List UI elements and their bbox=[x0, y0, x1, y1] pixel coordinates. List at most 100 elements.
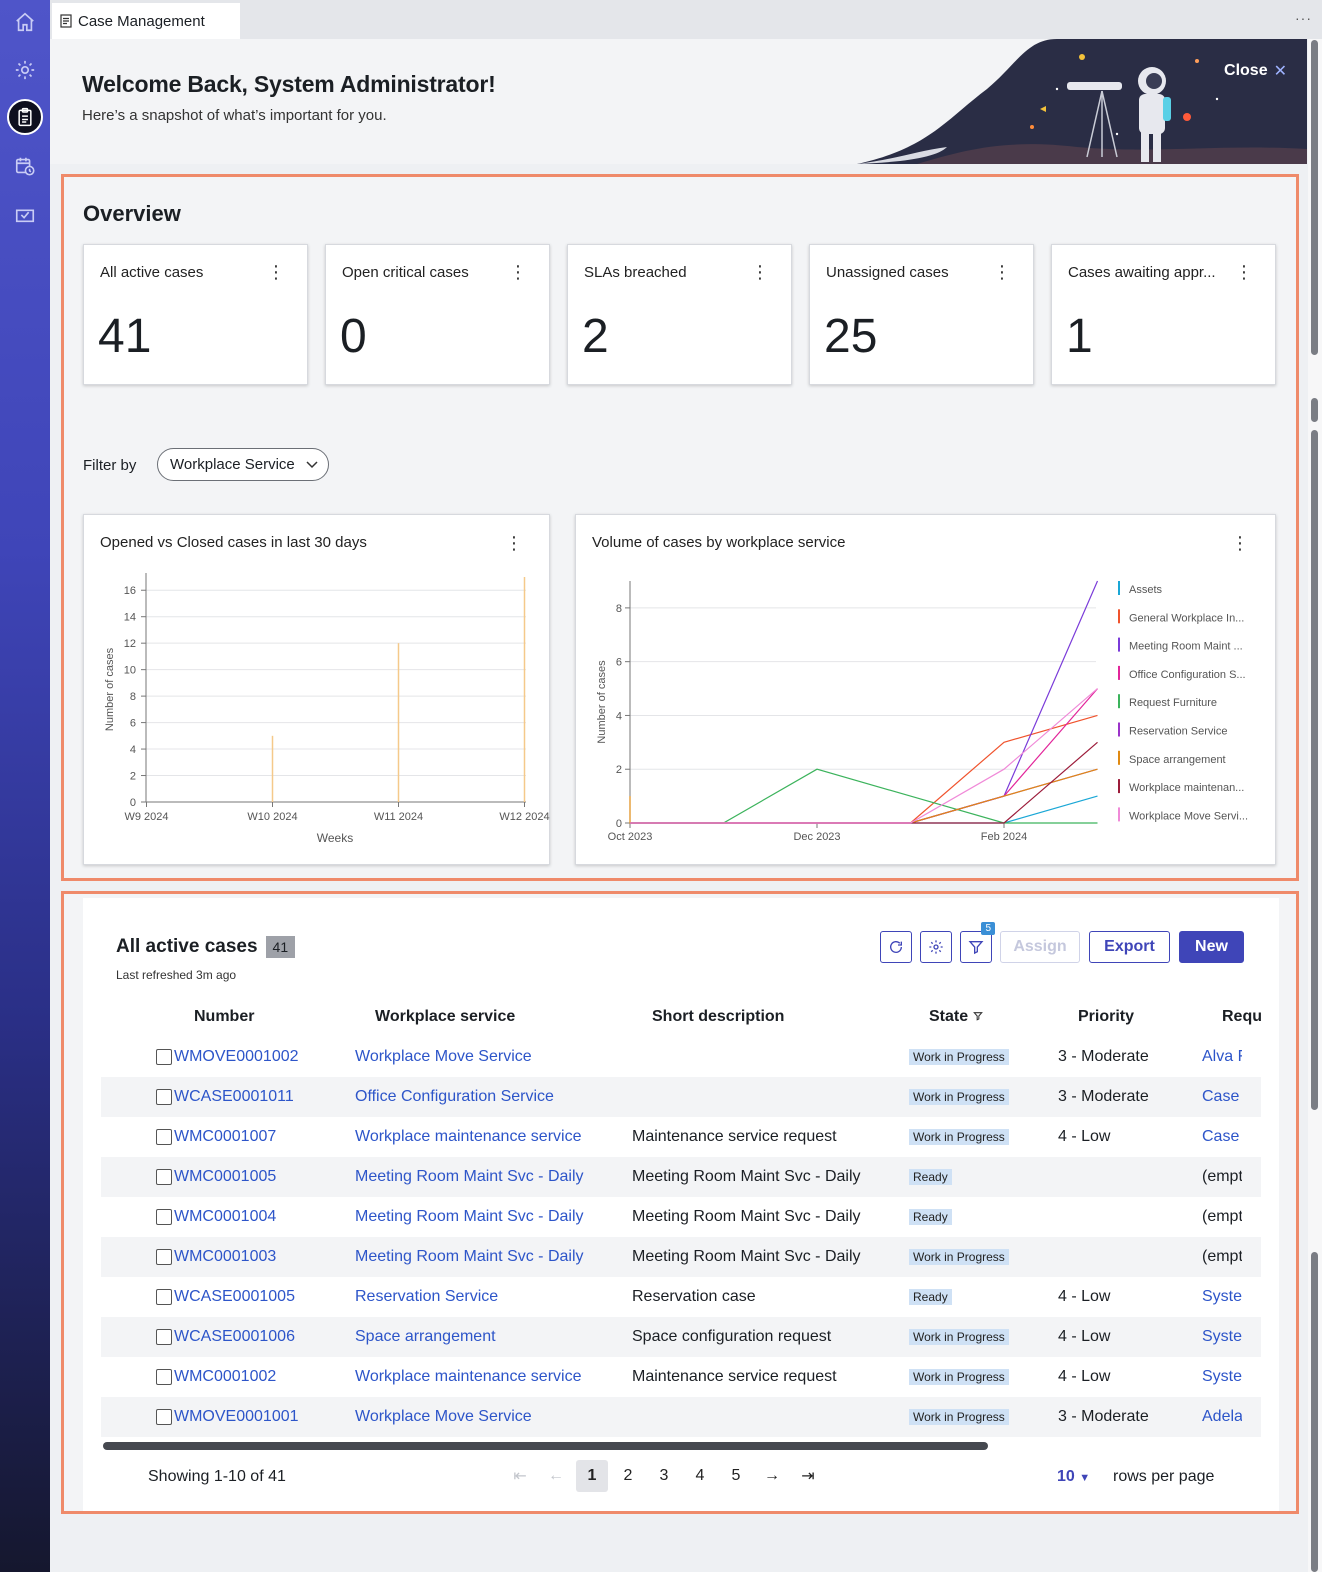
chart-title: Volume of cases by workplace service bbox=[592, 534, 846, 551]
last-page-icon[interactable]: ⇥ bbox=[801, 1468, 815, 1485]
col-number[interactable]: Number bbox=[194, 1008, 255, 1025]
row-checkbox[interactable] bbox=[156, 1409, 172, 1425]
row-checkbox[interactable] bbox=[156, 1289, 172, 1305]
row-checkbox[interactable] bbox=[156, 1329, 172, 1345]
page-scrollbar-thumb[interactable] bbox=[1311, 1252, 1318, 1572]
kpi-card-all-active[interactable]: All active cases ⋮ 41 bbox=[83, 244, 308, 385]
workplace-service-link[interactable]: Meeting Room Maint Svc - Daily bbox=[355, 1248, 584, 1265]
horizontal-scrollbar[interactable] bbox=[103, 1442, 988, 1450]
case-number-link[interactable]: WMC0001007 bbox=[174, 1128, 277, 1145]
table-row[interactable]: WMC0001005 Meeting Room Maint Svc - Daily… bbox=[101, 1157, 1261, 1197]
case-number-link[interactable]: WMC0001005 bbox=[174, 1168, 277, 1185]
first-page-icon[interactable]: ⇤ bbox=[513, 1468, 527, 1485]
col-requester[interactable]: Requ bbox=[1222, 1008, 1262, 1025]
kpi-label: All active cases bbox=[100, 264, 204, 281]
table-row[interactable]: WCASE0001011 Office Configuration Service… bbox=[101, 1077, 1261, 1117]
workplace-service-link[interactable]: Workplace maintenance service bbox=[355, 1128, 582, 1145]
page-scrollbar-thumb[interactable] bbox=[1311, 40, 1318, 355]
table-row[interactable]: WCASE0001005 Reservation Service Reservati… bbox=[101, 1277, 1261, 1317]
new-button[interactable]: New bbox=[1179, 931, 1244, 963]
table-row[interactable]: WMC0001002 Workplace maintenance service M… bbox=[101, 1357, 1261, 1397]
requester[interactable]: Syster bbox=[1202, 1288, 1242, 1305]
table-row[interactable]: WMOVE0001001 Workplace Move Service Work i… bbox=[101, 1397, 1261, 1437]
requester[interactable]: Case I bbox=[1202, 1088, 1242, 1105]
kpi-card-unassigned[interactable]: Unassigned cases ⋮ 25 bbox=[809, 244, 1034, 385]
kebab-menu-icon[interactable]: ⋮ bbox=[1231, 533, 1249, 553]
workplace-service-link[interactable]: Workplace Move Service bbox=[355, 1408, 532, 1425]
settings-button[interactable] bbox=[920, 931, 952, 963]
kebab-menu-icon[interactable]: ⋮ bbox=[267, 262, 285, 282]
chart-title: Opened vs Closed cases in last 30 days bbox=[100, 534, 367, 551]
export-button[interactable]: Export bbox=[1089, 931, 1170, 963]
page-button-5[interactable]: 5 bbox=[731, 1467, 741, 1484]
kebab-menu-icon[interactable]: ⋮ bbox=[1235, 262, 1253, 282]
case-number-link[interactable]: WCASE0001011 bbox=[174, 1088, 294, 1105]
calendar-clock-icon[interactable] bbox=[7, 148, 43, 184]
case-number-link[interactable]: WCASE0001005 bbox=[174, 1288, 295, 1305]
table-row[interactable]: WMC0001007 Workplace maintenance service M… bbox=[101, 1117, 1261, 1157]
col-short-description[interactable]: Short description bbox=[652, 1008, 785, 1025]
kpi-card-open-critical[interactable]: Open critical cases ⋮ 0 bbox=[325, 244, 550, 385]
workplace-service-link[interactable]: Office Configuration Service bbox=[355, 1088, 554, 1105]
row-checkbox[interactable] bbox=[156, 1129, 172, 1145]
row-checkbox[interactable] bbox=[156, 1049, 172, 1065]
filter-button[interactable]: 5 bbox=[960, 922, 995, 963]
kebab-menu-icon[interactable]: ⋮ bbox=[505, 533, 523, 553]
page-scrollbar-thumb[interactable] bbox=[1311, 398, 1318, 422]
page-scrollbar-thumb[interactable] bbox=[1311, 430, 1318, 1110]
workplace-service-link[interactable]: Meeting Room Maint Svc - Daily bbox=[355, 1208, 584, 1225]
kebab-menu-icon[interactable]: ⋮ bbox=[509, 262, 527, 282]
gear-icon[interactable] bbox=[7, 52, 43, 88]
page-button-2[interactable]: 2 bbox=[623, 1467, 633, 1484]
row-checkbox[interactable] bbox=[156, 1249, 172, 1265]
table-row[interactable]: WMOVE0001002 Workplace Move Service Work i… bbox=[101, 1037, 1261, 1077]
next-page-icon[interactable]: → bbox=[764, 1467, 780, 1484]
clipboard-icon[interactable] bbox=[7, 99, 43, 135]
y-tick-label: 8 bbox=[616, 603, 622, 615]
row-checkbox[interactable] bbox=[156, 1209, 172, 1225]
page-button-3[interactable]: 3 bbox=[659, 1467, 669, 1484]
case-number-link[interactable]: WMC0001003 bbox=[174, 1248, 277, 1265]
workplace-service-link[interactable]: Workplace maintenance service bbox=[355, 1368, 582, 1385]
page-button-1[interactable]: 1 bbox=[576, 1460, 608, 1492]
more-icon[interactable]: ··· bbox=[1295, 10, 1312, 26]
requester[interactable]: Adela bbox=[1202, 1408, 1242, 1425]
filter-select[interactable]: Workplace Service bbox=[157, 448, 329, 481]
close-button[interactable]: Close ✕ bbox=[1224, 61, 1287, 81]
inbox-check-icon[interactable] bbox=[7, 196, 43, 232]
kpi-card-slas-breached[interactable]: SLAs breached ⋮ 2 bbox=[567, 244, 792, 385]
table-row[interactable]: WMC0001003 Meeting Room Maint Svc - Daily… bbox=[101, 1237, 1261, 1277]
case-number-link[interactable]: WMOVE0001001 bbox=[174, 1408, 299, 1425]
table-row[interactable]: WMC0001004 Meeting Room Maint Svc - Daily… bbox=[101, 1197, 1261, 1237]
row-checkbox[interactable] bbox=[156, 1089, 172, 1105]
row-checkbox[interactable] bbox=[156, 1169, 172, 1185]
case-number-link[interactable]: WMC0001002 bbox=[174, 1368, 277, 1385]
case-number-link[interactable]: WMOVE0001002 bbox=[174, 1048, 299, 1065]
rows-per-page-select[interactable]: 10 ▼ bbox=[1057, 1468, 1090, 1486]
case-number-link[interactable]: WMC0001004 bbox=[174, 1208, 277, 1225]
workplace-service-link[interactable]: Workplace Move Service bbox=[355, 1048, 532, 1065]
requester[interactable]: Alva F bbox=[1202, 1048, 1242, 1065]
assign-button[interactable]: Assign bbox=[1000, 931, 1080, 963]
requester[interactable]: Case I bbox=[1202, 1128, 1242, 1145]
kebab-menu-icon[interactable]: ⋮ bbox=[751, 262, 769, 282]
workplace-service-link[interactable]: Meeting Room Maint Svc - Daily bbox=[355, 1168, 584, 1185]
refresh-button[interactable] bbox=[880, 931, 912, 963]
prev-page-icon[interactable]: ← bbox=[548, 1467, 564, 1484]
page-button-4[interactable]: 4 bbox=[695, 1467, 705, 1484]
row-checkbox[interactable] bbox=[156, 1369, 172, 1385]
home-icon[interactable] bbox=[7, 4, 43, 40]
requester[interactable]: Syster bbox=[1202, 1328, 1242, 1345]
col-priority[interactable]: Priority bbox=[1078, 1008, 1135, 1025]
kpi-card-awaiting-approval[interactable]: Cases awaiting appr... ⋮ 1 bbox=[1051, 244, 1276, 385]
workplace-service-link[interactable]: Reservation Service bbox=[355, 1288, 499, 1305]
requester[interactable]: Syster bbox=[1202, 1368, 1242, 1385]
workplace-service-link[interactable]: Space arrangement bbox=[355, 1328, 496, 1345]
table-row[interactable]: WCASE0001006 Space arrangement Space confi… bbox=[101, 1317, 1261, 1357]
state-badge: Ready bbox=[909, 1289, 952, 1305]
kebab-menu-icon[interactable]: ⋮ bbox=[993, 262, 1011, 282]
tab-case-management[interactable]: Case Management bbox=[52, 3, 240, 39]
col-workplace-service[interactable]: Workplace service bbox=[375, 1008, 516, 1025]
col-state[interactable]: State bbox=[929, 1008, 983, 1026]
case-number-link[interactable]: WCASE0001006 bbox=[174, 1328, 295, 1345]
